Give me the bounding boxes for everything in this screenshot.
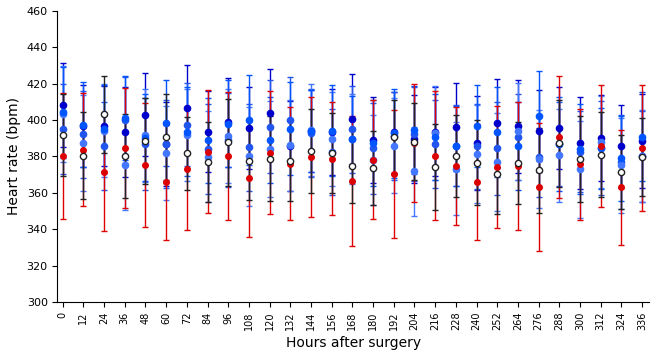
X-axis label: Hours after surgery: Hours after surgery <box>286 336 421 350</box>
Y-axis label: Heart rate (bpm): Heart rate (bpm) <box>7 97 21 216</box>
